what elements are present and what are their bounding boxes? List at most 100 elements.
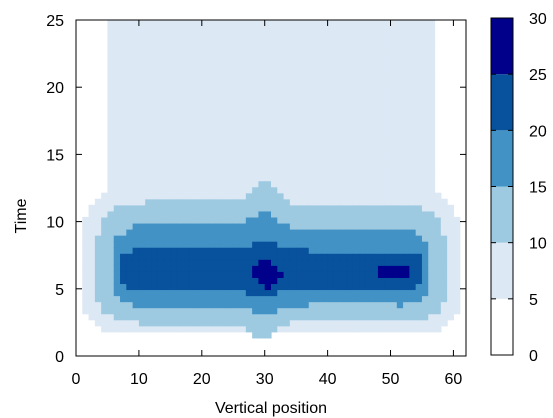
heatmap-cell (214, 108, 222, 115)
heatmap-cell (245, 277, 253, 285)
heatmap-cell (340, 325, 348, 333)
heatmap-cell (252, 29, 260, 37)
heatmap-cell (145, 41, 153, 49)
heatmap-cell (271, 71, 278, 79)
heatmap-cell (189, 259, 197, 266)
heatmap-cell (182, 138, 190, 145)
heatmap-cell (377, 180, 385, 188)
heatmap-cell (333, 83, 341, 91)
heatmap-cell (201, 83, 209, 91)
heatmap-cell (107, 65, 115, 73)
heatmap-cell (371, 35, 379, 43)
heatmap-cell (226, 89, 234, 97)
heatmap-cell (377, 253, 385, 260)
heatmap-cell (208, 132, 215, 139)
heatmap-cell (415, 319, 423, 327)
heatmap-cell (365, 53, 373, 61)
heatmap-cell (88, 289, 96, 297)
heatmap-cell (126, 301, 134, 309)
heatmap-cell (428, 65, 436, 73)
heatmap-cell (371, 132, 379, 139)
heatmap-cell (296, 307, 304, 315)
heatmap-cell (403, 307, 410, 315)
heatmap-cell (321, 295, 329, 303)
heatmap-cell (226, 319, 234, 327)
heatmap-cell (170, 283, 178, 291)
heatmap-cell (327, 132, 335, 139)
heatmap-cell (120, 35, 127, 43)
heatmap-cell (145, 174, 153, 182)
heatmap-cell (176, 204, 184, 212)
heatmap-cell (321, 313, 329, 321)
heatmap-cell (182, 65, 190, 73)
heatmap-cell (120, 168, 127, 176)
heatmap-cell (296, 198, 304, 206)
heatmap-cell (151, 319, 159, 327)
heatmap-cell (296, 162, 304, 170)
heatmap-cell (333, 23, 341, 31)
heatmap-cell (201, 101, 209, 109)
heatmap-cell (170, 307, 178, 315)
heatmap-cell (346, 20, 354, 24)
heatmap-cell (195, 65, 203, 73)
heatmap-cell (296, 150, 304, 158)
heatmap-cell (107, 271, 115, 278)
heatmap-cell (371, 162, 379, 170)
heatmap-cell (277, 186, 285, 194)
heatmap-cell (258, 138, 266, 145)
heatmap-cell (384, 20, 392, 24)
heatmap-cell (226, 271, 234, 278)
heatmap-cell (346, 23, 354, 31)
heatmap-cell (258, 59, 266, 67)
heatmap-cell (327, 210, 335, 218)
heatmap-cell (107, 156, 115, 164)
heatmap-cell (264, 47, 272, 55)
heatmap-cell (403, 301, 410, 309)
heatmap-cell (396, 53, 404, 61)
heatmap-cell (107, 95, 115, 103)
heatmap-cell (195, 77, 203, 85)
heatmap-cell (271, 77, 278, 85)
heatmap-cell (421, 162, 429, 170)
heatmap-cell (201, 301, 209, 309)
heatmap-cell (396, 41, 404, 49)
heatmap-cell (189, 23, 197, 31)
heatmap-cell (359, 53, 366, 61)
heatmap-cell (126, 138, 134, 145)
heatmap-cell (138, 71, 146, 79)
heatmap-cell (258, 53, 266, 61)
heatmap-cell (296, 174, 304, 182)
x-tick-label: 10 (130, 371, 148, 388)
heatmap-cell (151, 23, 159, 31)
heatmap-cell (296, 59, 304, 67)
heatmap-cell (384, 150, 392, 158)
heatmap-cell (302, 71, 310, 79)
heatmap-cell (107, 126, 115, 133)
heatmap-cell (302, 162, 310, 170)
heatmap-cell (208, 162, 215, 170)
heatmap-cell (264, 265, 272, 272)
heatmap-cell (157, 65, 165, 73)
heatmap-cell (164, 53, 171, 61)
heatmap-cell (396, 241, 404, 248)
heatmap-cell (302, 108, 310, 115)
heatmap-cell (359, 259, 366, 266)
heatmap-cell (277, 120, 285, 127)
heatmap-cell (327, 186, 335, 194)
heatmap-cell (107, 235, 115, 242)
heatmap-cell (308, 295, 316, 303)
heatmap-cell (120, 253, 127, 260)
heatmap-cell (126, 126, 134, 133)
heatmap-cell (120, 325, 127, 333)
heatmap-cell (333, 289, 341, 297)
heatmap-cell (384, 71, 392, 79)
heatmap-cell (245, 174, 253, 182)
heatmap-cell (126, 53, 134, 61)
heatmap-cell (126, 198, 134, 206)
heatmap-cell (195, 126, 203, 133)
heatmap-cell (352, 35, 360, 43)
heatmap-cell (371, 144, 379, 151)
heatmap-cell (327, 192, 335, 200)
heatmap-cell (107, 180, 115, 188)
heatmap-cell (239, 186, 247, 194)
